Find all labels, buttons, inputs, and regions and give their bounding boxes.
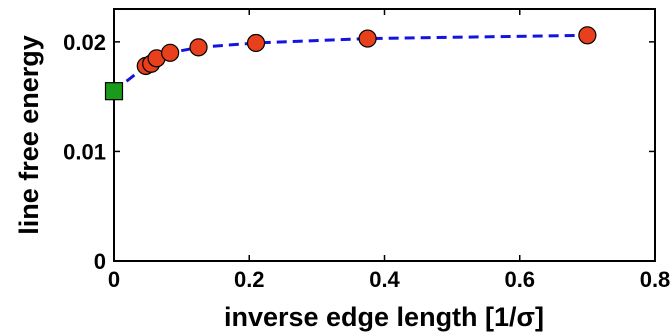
x-tick-label: 0 — [108, 267, 120, 292]
data-point — [246, 33, 266, 53]
x-tick-label: 0.2 — [234, 267, 265, 292]
y-tick-label: 0.01 — [63, 139, 106, 164]
data-marks — [104, 26, 597, 101]
data-point — [161, 43, 180, 62]
y-axis-label: line free energy — [14, 35, 44, 235]
x-tick-label: 0.4 — [369, 267, 400, 292]
data-point — [358, 29, 377, 48]
data-point — [578, 26, 597, 45]
extrapolated-point — [104, 82, 124, 101]
y-tick-label: 0.02 — [63, 30, 106, 55]
y-tick-label: 0 — [94, 249, 106, 274]
x-tick-label: 0.8 — [640, 267, 671, 292]
axis-ticks: 0 0.2 0.4 0.6 0.8 0 0.01 0.02 — [63, 9, 670, 292]
fit-line — [113, 33, 588, 93]
x-tick-label: 0.6 — [504, 267, 535, 292]
data-point — [189, 38, 208, 57]
x-axis-label: inverse edge length [1/σ] — [224, 302, 544, 332]
